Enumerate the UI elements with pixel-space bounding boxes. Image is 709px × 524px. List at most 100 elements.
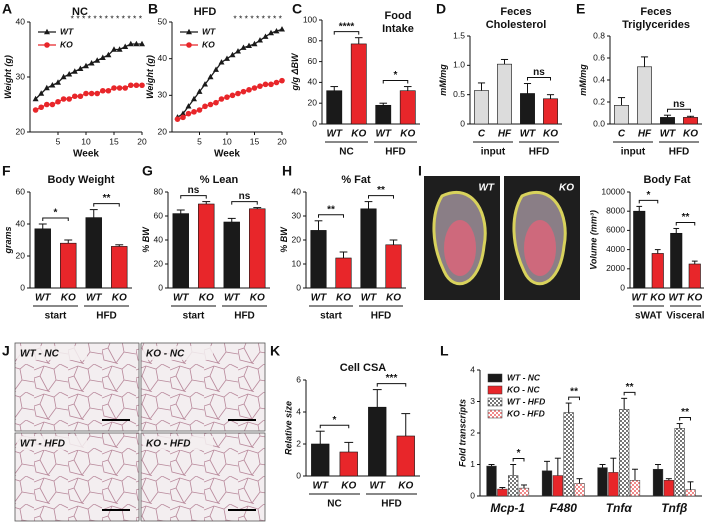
panel-letter: D <box>436 1 446 17</box>
x-tick-label: KO <box>687 293 702 304</box>
significance-label: ** <box>103 193 111 204</box>
scan-label: WT <box>478 183 494 194</box>
data-point <box>139 82 145 89</box>
significance-label: * <box>333 415 337 426</box>
significance-bracket <box>231 201 258 205</box>
group-label: HFD <box>385 147 406 158</box>
data-point <box>122 43 129 49</box>
bar <box>614 105 629 125</box>
x-tick-label: KO <box>400 129 415 140</box>
label-backdrop <box>17 346 87 360</box>
data-point <box>185 103 192 109</box>
significance-label: * <box>517 448 521 459</box>
data-point <box>88 60 95 66</box>
x-tick-label: KO <box>336 293 351 304</box>
y-axis-label: % BW <box>141 226 151 253</box>
data-point <box>105 87 112 94</box>
micrograph-label: WT - NC <box>20 349 60 360</box>
data-point <box>240 88 247 95</box>
x-tick-label: KO <box>386 293 401 304</box>
legend-label: KO <box>60 39 73 49</box>
group-label: HFD <box>529 147 550 158</box>
bar <box>474 90 489 125</box>
y-tick-label: 40 <box>308 77 318 87</box>
data-point <box>174 116 181 122</box>
bar <box>543 98 558 125</box>
y-tick-label: 0 <box>158 282 163 292</box>
y-tick-label: 40 <box>292 186 302 196</box>
y-axis-label: Weight (g) <box>3 55 13 99</box>
bar <box>375 104 392 125</box>
y-tick-label: 0 <box>296 282 301 292</box>
group-label: HFD <box>234 311 255 322</box>
x-tick-label: WT <box>375 129 391 140</box>
data-point <box>224 94 230 100</box>
panel-letter: E <box>576 1 585 17</box>
y-tick-label: 3 <box>470 396 475 406</box>
significance-label: ** <box>626 382 634 393</box>
y-tick-label: 1.0 <box>453 60 465 70</box>
data-point <box>202 103 208 110</box>
data-point <box>72 93 78 100</box>
data-point <box>88 90 95 97</box>
x-tick-label: WT <box>224 293 240 304</box>
bar <box>674 428 685 497</box>
significance-bracket <box>376 383 407 387</box>
x-axis-label: Week <box>214 149 240 160</box>
significance-bracket <box>568 396 580 401</box>
chart-title: Cell CSA <box>340 362 387 374</box>
y-tick-label: 2 <box>296 438 301 448</box>
group-label: HFD <box>669 147 690 158</box>
data-point <box>191 109 197 115</box>
x-tick-label: KO <box>341 481 356 492</box>
data-point <box>273 79 280 86</box>
y-tick-label: 10000 <box>601 186 625 196</box>
significance-bracket <box>667 108 691 113</box>
y-tick-label: 30 <box>292 210 302 220</box>
significance-label: ** <box>377 185 385 196</box>
data-point <box>100 87 106 94</box>
x-tick-label: 10 <box>81 136 91 146</box>
significance-label: *** <box>386 373 398 384</box>
bar <box>520 93 535 125</box>
bar <box>335 257 352 289</box>
y-axis-label: % BW <box>279 226 289 253</box>
significance-bracket <box>333 31 360 35</box>
x-tick-label: HF <box>498 129 512 140</box>
scan-fat <box>524 220 556 276</box>
bar <box>508 475 519 497</box>
bar <box>360 208 377 289</box>
bar <box>85 217 102 289</box>
significance-label: ** <box>681 407 689 418</box>
y-axis-label: mM/mg <box>438 64 448 96</box>
bar <box>685 489 696 497</box>
x-tick-label: KO <box>398 481 413 492</box>
data-point <box>60 73 67 80</box>
data-point <box>224 55 230 61</box>
x-tick-label: WT <box>326 129 342 140</box>
bar <box>637 66 652 125</box>
x-tick-label: 20 <box>137 136 147 146</box>
legend-label: WT <box>202 26 216 36</box>
y-tick-label: 80 <box>308 35 318 45</box>
y-tick-label: 0 <box>296 470 301 480</box>
bar <box>552 475 563 497</box>
data-point <box>185 110 192 117</box>
bar <box>368 406 387 477</box>
panel-letter: G <box>142 163 153 179</box>
bar <box>326 90 343 125</box>
label-backdrop <box>143 346 213 360</box>
panel-letter: K <box>270 343 280 359</box>
bar <box>651 253 664 289</box>
x-tick-label: C <box>478 129 486 140</box>
bar <box>396 435 415 477</box>
significance-bracket <box>679 417 691 421</box>
chart-title: Body Weight <box>47 174 114 186</box>
data-point <box>111 46 117 52</box>
data-point <box>218 96 225 102</box>
bar <box>172 213 189 289</box>
significance-bracket <box>638 199 659 204</box>
y-tick-label: 20 <box>16 250 26 260</box>
chart-title: Cholesterol <box>486 19 547 31</box>
